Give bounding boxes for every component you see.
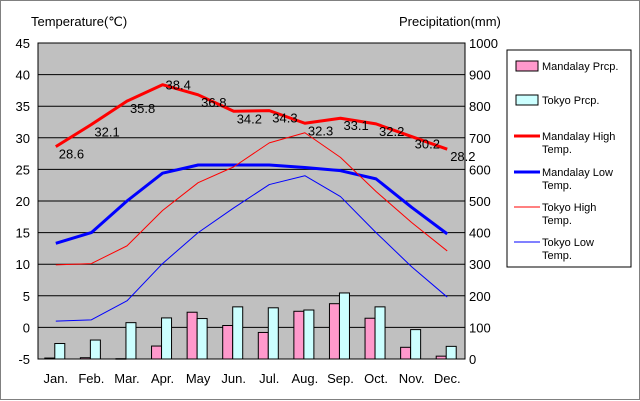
precip-bar-tokyo-prcp- bbox=[89, 339, 101, 360]
right-tick-label: 300 bbox=[469, 257, 491, 272]
legend-label: Tokyo Prcp. bbox=[542, 95, 599, 107]
legend-box bbox=[506, 49, 632, 268]
left-tick-label: -5 bbox=[18, 352, 30, 367]
left-tick-label: 25 bbox=[16, 162, 30, 177]
temp-line-mandalay-low-temp- bbox=[55, 163, 449, 245]
precip-bar-tokyo-prcp- bbox=[125, 322, 137, 360]
right-tick-label: 100 bbox=[469, 320, 491, 335]
right-axis-title: Precipitation(mm) bbox=[399, 14, 501, 29]
right-tick-label: 500 bbox=[469, 194, 491, 209]
data-label: 34.3 bbox=[272, 111, 297, 126]
precip-bar-mandalay-prcp- bbox=[115, 358, 127, 360]
temp-line-tokyo-high-temp- bbox=[55, 132, 448, 266]
legend-label: Mandalay Prcp. bbox=[542, 61, 618, 73]
legend-label: Tokyo High bbox=[542, 202, 596, 214]
data-label: 30.2 bbox=[415, 137, 440, 152]
right-tick-label: 0 bbox=[469, 352, 476, 367]
data-label: 38.4 bbox=[166, 78, 191, 93]
category-label: Apr. bbox=[151, 371, 174, 386]
legend-label: Temp. bbox=[542, 250, 572, 262]
precip-bar-mandalay-prcp- bbox=[364, 317, 376, 360]
precip-bar-mandalay-prcp- bbox=[257, 331, 269, 360]
right-tick-label: 1000 bbox=[469, 36, 498, 51]
left-tick-label: 15 bbox=[16, 226, 30, 241]
legend-swatch bbox=[515, 60, 539, 72]
precip-bar-mandalay-prcp- bbox=[44, 357, 56, 360]
precip-bar-tokyo-prcp- bbox=[374, 306, 386, 360]
category-label: Mar. bbox=[114, 371, 139, 386]
data-label: 33.1 bbox=[343, 118, 368, 133]
data-label: 32.3 bbox=[308, 123, 333, 138]
legend-label: Temp. bbox=[542, 144, 572, 156]
precip-bar-tokyo-prcp- bbox=[161, 317, 173, 360]
precip-bar-mandalay-prcp- bbox=[222, 325, 234, 360]
precip-bar-mandalay-prcp- bbox=[293, 310, 305, 360]
data-label: 32.2 bbox=[379, 124, 404, 139]
precip-bar-tokyo-prcp- bbox=[338, 292, 350, 360]
left-tick-label: 30 bbox=[16, 131, 30, 146]
left-tick-label: 20 bbox=[16, 194, 30, 209]
left-tick-label: 5 bbox=[23, 289, 30, 304]
right-tick-label: 200 bbox=[469, 289, 491, 304]
data-label: 35.8 bbox=[130, 101, 155, 116]
left-tick-label: 45 bbox=[16, 36, 30, 51]
left-tick-label: 35 bbox=[16, 99, 30, 114]
left-tick-label: 0 bbox=[23, 320, 30, 335]
right-tick-label: 900 bbox=[469, 68, 491, 83]
precip-bar-tokyo-prcp- bbox=[232, 306, 244, 360]
right-tick-label: 400 bbox=[469, 226, 491, 241]
temp-line-tokyo-low-temp- bbox=[55, 175, 448, 322]
precip-bar-tokyo-prcp- bbox=[196, 318, 208, 360]
category-label: Nov. bbox=[399, 371, 425, 386]
left-tick-label: 10 bbox=[16, 257, 30, 272]
category-label: May bbox=[186, 371, 211, 386]
precip-bar-mandalay-prcp- bbox=[151, 345, 163, 360]
legend-label: Mandalay High bbox=[542, 131, 615, 143]
temp-line-mandalay-high-temp- bbox=[54, 83, 448, 151]
data-label: 28.6 bbox=[59, 147, 84, 162]
precip-bar-mandalay-prcp- bbox=[186, 311, 198, 360]
category-label: Jan. bbox=[44, 371, 69, 386]
legend-label: Temp. bbox=[542, 215, 572, 227]
category-label: Jul. bbox=[259, 371, 279, 386]
legend-swatch bbox=[515, 94, 539, 106]
legend-label: Temp. bbox=[542, 180, 572, 192]
category-label: Oct. bbox=[364, 371, 388, 386]
precip-bar-tokyo-prcp- bbox=[445, 345, 457, 360]
precip-bar-tokyo-prcp- bbox=[54, 343, 66, 360]
precip-bar-mandalay-prcp- bbox=[435, 355, 447, 360]
precip-bar-tokyo-prcp- bbox=[303, 309, 315, 360]
legend-label: Tokyo Low bbox=[542, 237, 594, 249]
data-label: 36.8 bbox=[201, 95, 226, 110]
right-tick-label: 600 bbox=[469, 162, 491, 177]
data-label: 28.2 bbox=[450, 149, 475, 164]
category-label: Sep. bbox=[327, 371, 354, 386]
left-tick-label: 40 bbox=[16, 68, 30, 83]
right-tick-label: 700 bbox=[469, 131, 491, 146]
precip-bar-mandalay-prcp- bbox=[328, 303, 340, 360]
precip-bar-mandalay-prcp- bbox=[79, 357, 91, 360]
category-label: Feb. bbox=[78, 371, 104, 386]
precip-bar-tokyo-prcp- bbox=[267, 307, 279, 360]
data-label: 34.2 bbox=[237, 111, 262, 126]
right-tick-label: 800 bbox=[469, 99, 491, 114]
data-label: 32.1 bbox=[94, 125, 119, 140]
category-label: Jun. bbox=[221, 371, 246, 386]
precip-bar-mandalay-prcp- bbox=[400, 346, 412, 360]
legend-label: Mandalay Low bbox=[542, 167, 613, 179]
left-axis-title: Temperature(℃) bbox=[31, 14, 127, 29]
precip-bar-tokyo-prcp- bbox=[410, 329, 422, 360]
category-label: Dec. bbox=[434, 371, 461, 386]
category-label: Aug. bbox=[292, 371, 319, 386]
